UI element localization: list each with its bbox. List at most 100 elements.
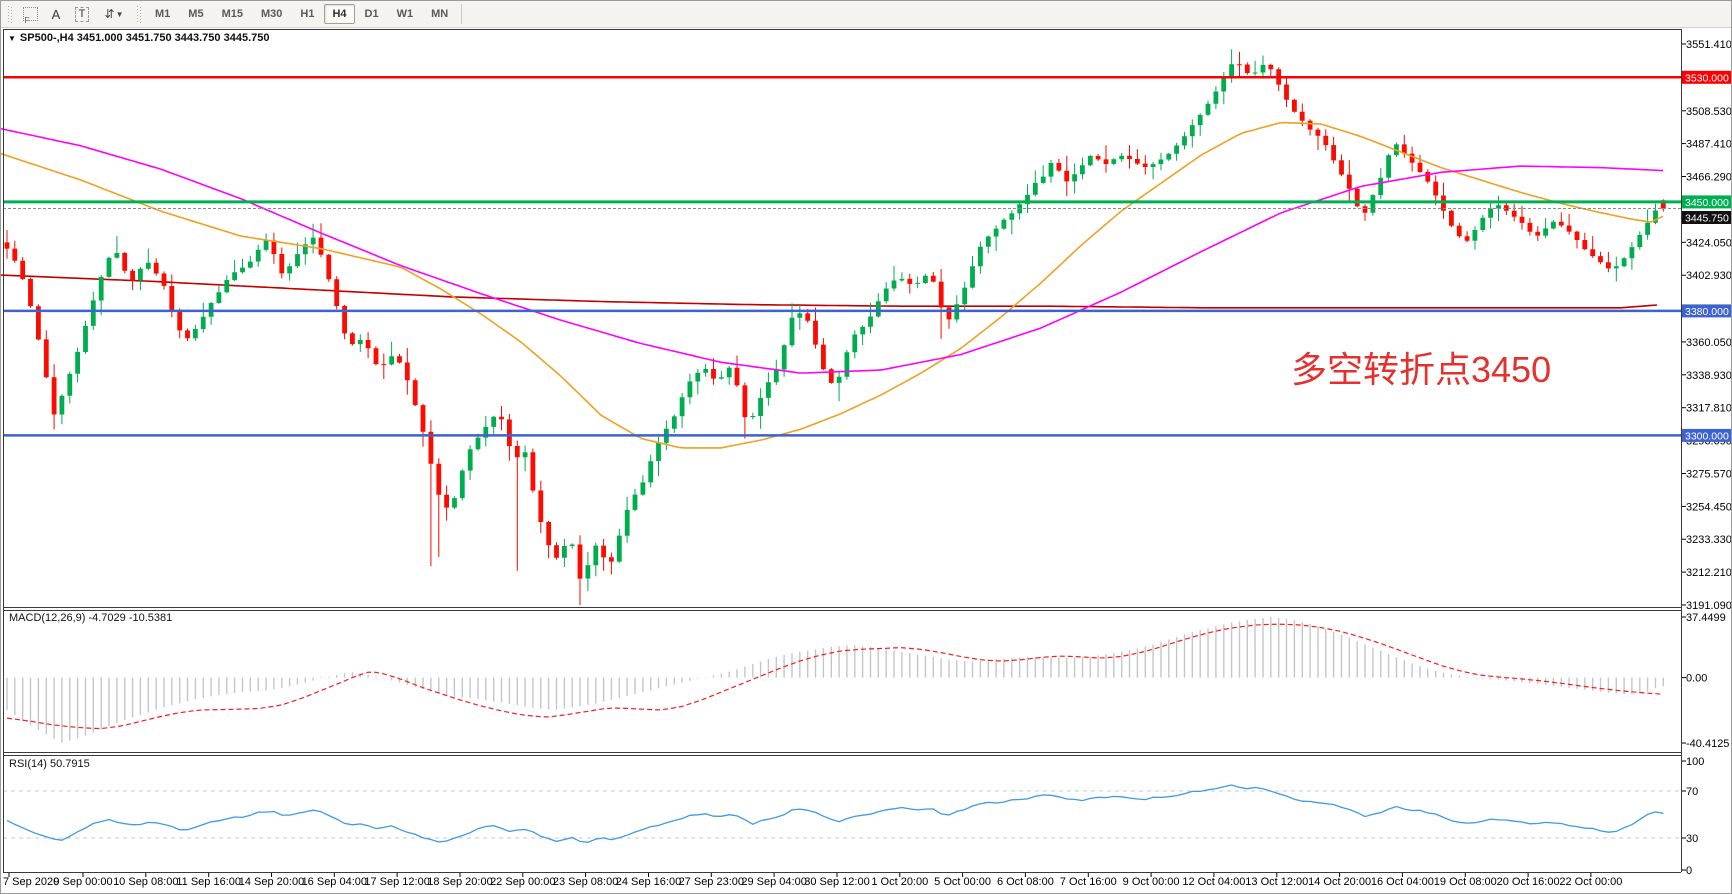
tab-timeframe-m30[interactable]: M30 [260,8,283,20]
time-tick-label: 24 Sep 16:00 [616,876,681,888]
price-badge-3300.000 [1682,428,1731,442]
tab-timeframe-mn[interactable]: MN [431,8,449,20]
tab-timeframe-m1[interactable]: M1 [155,8,171,20]
symbol-title[interactable]: ▼ SP500-,H4 3451.000 3451.750 3443.750 34… [8,32,269,44]
timeframe-bar: M1 M5 M15 M30 H1 H4 D1 W1 MN [146,4,457,24]
ma-fast-orange [1,121,1664,449]
macd-histogram [6,617,1664,743]
time-tick-label: 27 Sep 23:00 [679,876,744,888]
time-tick-label: 22 Oct 00:00 [1559,876,1622,888]
toolbar-grip-2[interactable] [137,5,142,23]
toolbar-separator [461,4,463,24]
text-tool-button[interactable]: A [44,3,68,26]
price-badge-label: 3530.000 [1685,72,1729,84]
time-tick-label: 13 Oct 12:00 [1245,876,1308,888]
label-tool-button[interactable]: T [70,3,94,26]
ma-mid-magenta [1,127,1664,374]
price-badge-3450.000 [1682,195,1731,209]
toolbar-grip[interactable] [8,5,13,23]
tab-timeframe-m15[interactable]: M15 [221,8,243,20]
arrows-icon: ⇵ [104,7,115,21]
candle-wicks-up [61,49,1656,592]
time-tick-label: 12 Oct 04:00 [1182,876,1245,888]
time-tick-label: 16 Oct 04:00 [1371,876,1434,888]
main-plot-area[interactable] [1,49,1681,605]
time-tick-label: 17 Sep 12:00 [364,876,429,888]
price-tick-label: 3254.450 [1686,501,1732,513]
macd-tick-label: -40.4125 [1686,738,1729,750]
price-tick-label: 3338.930 [1686,370,1732,382]
rsi-tick-label: 100 [1686,756,1704,768]
tab-timeframe-d1[interactable]: D1 [364,8,379,20]
price-tick-label: 3466.290 [1686,172,1732,184]
price-badge-3380.000 [1682,304,1731,318]
price-tick-label: 3212.210 [1686,567,1732,579]
ma-slow-darkred [1,274,1658,309]
price-badge-label: 3445.750 [1685,213,1729,225]
price-tick-label: 3487.410 [1686,139,1732,151]
time-tick-label: 19 Oct 08:00 [1434,876,1497,888]
macd-tick-label: 37.4499 [1686,612,1726,624]
rsi-indicator-label: RSI(14) 50.7915 [9,758,90,770]
rsi-tick-label: 0 [1686,865,1692,877]
tab-timeframe-h1[interactable]: H1 [300,8,315,20]
chart-grid-button[interactable]: F [18,3,42,26]
toolbar: F A T ⇵ ▼ M1 M5 M15 M30 H1 H4 D1 W1 MN [1,1,1731,28]
chevron-down-icon: ▼ [115,9,124,19]
time-tick-label: 6 Oct 08:00 [997,876,1054,888]
arrange-tool-button[interactable]: ⇵ ▼ [96,3,132,26]
price-tick-label: 3508.530 [1686,106,1732,118]
price-tick-label: 3317.810 [1686,403,1732,415]
price-tick-label: 3233.330 [1686,534,1732,546]
time-tick-label: 20 Oct 16:00 [1497,876,1560,888]
time-tick-label: 23 Sep 08:00 [553,876,618,888]
time-tick-label: 22 Sep 00:00 [490,876,555,888]
macd-signal-line [6,623,1664,730]
time-tick-label: 9 Sep 00:00 [53,876,112,888]
candle-bodies-down [4,64,1666,579]
price-tick-label: 3402.930 [1686,270,1732,282]
rsi-tick-label: 30 [1686,833,1698,845]
price-tick-label: 3275.570 [1686,469,1732,481]
tab-timeframe-w1[interactable]: W1 [396,8,414,20]
candle-wicks-down [6,51,1664,605]
tab-timeframe-h4[interactable]: H4 [324,4,355,24]
symbol-ohlc-text: SP500-,H4 3451.000 3451.750 3443.750 344… [19,32,270,44]
price-badge-label: 3450.000 [1685,197,1729,209]
time-tick-label: 14 Oct 20:00 [1308,876,1371,888]
price-tick-label: 3191.090 [1686,600,1732,612]
time-tick-label: 1 Oct 20:00 [871,876,928,888]
price-tick-label: 3360.050 [1686,337,1732,349]
macd-tick-label: 0.00 [1686,673,1707,685]
price-badge-3445.750 [1682,211,1731,224]
time-tick-label: 14 Sep 20:00 [239,876,304,888]
time-tick-label: 10 Sep 08:00 [113,876,178,888]
time-tick-label: 5 Oct 00:00 [934,876,991,888]
candle-bodies-up [59,64,1658,579]
grid-f-icon: F [22,7,38,25]
price-axis[interactable]: 3551.410 3508.530 3487.410 3466.290 3424.050… [1681,39,1732,877]
rsi-tick-label: 70 [1686,786,1698,798]
price-tick-label: 3551.410 [1686,39,1732,51]
text-a-icon: A [51,6,61,22]
rsi-panel[interactable] [3,784,1681,843]
time-tick-label: 16 Sep 04:00 [302,876,367,888]
symbol-dropdown-icon[interactable]: ▼ [8,34,16,43]
time-tick-label: 18 Sep 20:00 [427,876,492,888]
time-tick-label: 9 Oct 00:00 [1123,876,1180,888]
time-tick-label: 29 Sep 04:00 [741,876,806,888]
time-tick-label: 11 Sep 16:00 [176,876,241,888]
time-tick-label: 7 Oct 16:00 [1060,876,1117,888]
price-badge-3530.000 [1682,70,1731,84]
price-badge-label: 3300.000 [1685,430,1729,442]
tab-timeframe-m5[interactable]: M5 [188,8,204,20]
price-tick-label: 3424.050 [1686,237,1732,249]
macd-panel[interactable] [6,617,1664,743]
macd-indicator-label: MACD(12,26,9) -4.7029 -10.5381 [9,612,173,624]
text-label-icon: T [74,6,90,22]
annotation-text: 多空转折点3450 [1291,349,1552,390]
rsi-line [6,784,1664,843]
